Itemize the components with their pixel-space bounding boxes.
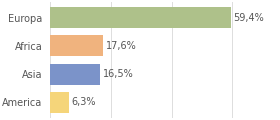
Bar xyxy=(50,63,100,85)
Bar xyxy=(50,7,230,28)
Bar xyxy=(50,35,104,57)
Bar xyxy=(50,92,69,113)
Text: 17,6%: 17,6% xyxy=(106,41,137,51)
Text: 59,4%: 59,4% xyxy=(233,13,264,23)
Text: 16,5%: 16,5% xyxy=(102,69,133,79)
Text: 6,3%: 6,3% xyxy=(72,97,96,107)
